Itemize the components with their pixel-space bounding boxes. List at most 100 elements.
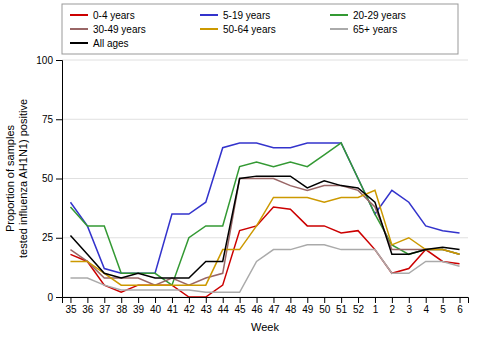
tick: 1	[373, 297, 379, 315]
tick: 45	[235, 297, 247, 315]
tick-label: 42	[184, 304, 196, 315]
legend-swatch	[70, 42, 88, 44]
tick-mark	[56, 297, 62, 298]
tick-label: 3	[407, 304, 413, 315]
tick: 75	[42, 114, 62, 125]
legend-swatch	[70, 14, 88, 16]
tick: 40	[150, 297, 162, 315]
tick-mark	[56, 119, 62, 120]
tick-mark	[341, 297, 342, 303]
tick: 4	[423, 297, 429, 315]
line	[70, 179, 459, 286]
tick-label: 48	[285, 304, 297, 315]
tick: 44	[218, 297, 230, 315]
legend-item: All ages	[70, 38, 129, 49]
tick-label: 52	[353, 304, 365, 315]
tick-mark	[358, 297, 359, 303]
lines	[70, 143, 459, 297]
tick-label: 36	[82, 304, 94, 315]
legend-label: 20-29 years	[353, 10, 406, 21]
tick: 49	[302, 297, 314, 315]
tick: 36	[82, 297, 94, 315]
chart: 0255075100353637383940414243444546474849…	[0, 0, 482, 337]
tick-label: 5	[440, 304, 446, 315]
tick-label: 46	[251, 304, 263, 315]
tick: 47	[268, 297, 280, 315]
tick-label: 2	[390, 304, 396, 315]
tick-label: 41	[167, 304, 179, 315]
tick-mark	[257, 297, 258, 303]
tick: 39	[133, 297, 145, 315]
tick-mark	[426, 297, 427, 303]
line	[70, 190, 459, 285]
tick-label: 1	[373, 304, 379, 315]
tick: 50	[42, 173, 62, 184]
x-axis-title: Week	[251, 321, 279, 333]
grid-line	[62, 60, 468, 61]
legend-frame	[62, 4, 458, 54]
legend-swatch	[330, 14, 348, 16]
tick-label: 100	[36, 55, 53, 66]
tick-label: 50	[319, 304, 331, 315]
legend-label: 50-64 years	[223, 24, 276, 35]
tick: 51	[336, 297, 348, 315]
tick-mark	[273, 297, 274, 303]
tick-label: 35	[65, 304, 77, 315]
tick-mark	[240, 297, 241, 303]
tick-mark	[121, 297, 122, 303]
tick-mark	[138, 297, 139, 303]
legend-label: 5-19 years	[223, 10, 270, 21]
tick-label: 6	[457, 304, 463, 315]
tick: 38	[116, 297, 128, 315]
tick-label: 39	[133, 304, 145, 315]
legend-swatch	[200, 14, 218, 16]
tick-mark	[290, 297, 291, 303]
tick-label: 49	[302, 304, 314, 315]
tick-mark	[56, 179, 62, 180]
tick: 50	[319, 297, 331, 315]
legend-swatch	[70, 28, 88, 30]
tick-label: 0	[47, 292, 53, 303]
line	[70, 207, 459, 297]
tick-mark	[155, 297, 156, 303]
legend-item: 20-29 years	[330, 10, 406, 21]
legend-item: 65+ years	[330, 24, 397, 35]
legend-swatch	[330, 28, 348, 30]
tick: 6	[457, 297, 463, 315]
legend-label: 30-49 years	[93, 24, 146, 35]
tick-label: 45	[235, 304, 247, 315]
legend-label: All ages	[93, 38, 129, 49]
tick: 2	[390, 297, 396, 315]
tick-mark	[56, 238, 62, 239]
tick-mark	[70, 297, 71, 303]
legend: 0-4 years 5-19 years 20-29 years 30-49 year…	[62, 4, 458, 54]
tick-label: 25	[42, 232, 54, 243]
tick-label: 4	[423, 304, 429, 315]
tick-mark	[460, 297, 461, 303]
tick-label: 37	[99, 304, 111, 315]
y-axis-title: Proportion of samplestested influenza AH…	[4, 99, 29, 258]
legend-label: 65+ years	[353, 24, 397, 35]
x-axis: 3536373839404142434445464748495051521234…	[63, 297, 469, 315]
legend-item: 50-64 years	[200, 24, 276, 35]
tick-mark	[104, 297, 105, 303]
tick-label: 40	[150, 304, 162, 315]
line	[70, 245, 459, 292]
tick-mark	[392, 297, 393, 303]
tick-mark	[223, 297, 224, 303]
tick-mark	[443, 297, 444, 303]
tick-label: 38	[116, 304, 128, 315]
y-axis: 0 25 50 75 100	[36, 55, 62, 303]
tick-mark	[189, 297, 190, 303]
tick: 43	[201, 297, 213, 315]
grid	[62, 60, 468, 297]
line	[70, 176, 459, 278]
tick-label: 47	[268, 304, 280, 315]
legend-label: 0-4 years	[93, 10, 135, 21]
tick: 5	[440, 297, 446, 315]
tick-mark	[409, 297, 410, 303]
tick-mark	[375, 297, 376, 303]
legend-item: 5-19 years	[200, 10, 270, 21]
tick-label: 51	[336, 304, 348, 315]
tick: 3	[407, 297, 413, 315]
